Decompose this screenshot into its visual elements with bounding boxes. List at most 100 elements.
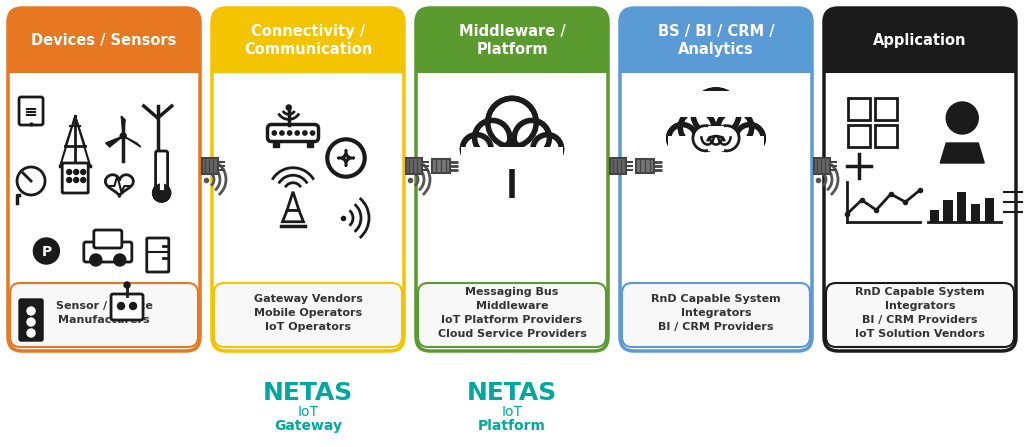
Circle shape xyxy=(118,303,125,309)
Bar xyxy=(416,59,608,73)
FancyBboxPatch shape xyxy=(848,125,869,147)
Polygon shape xyxy=(121,116,125,136)
Circle shape xyxy=(693,90,739,136)
Circle shape xyxy=(114,254,126,266)
Bar xyxy=(930,210,939,222)
Circle shape xyxy=(517,123,547,153)
Circle shape xyxy=(718,111,752,144)
Bar xyxy=(824,59,1016,73)
Circle shape xyxy=(280,131,284,135)
Bar xyxy=(668,136,764,157)
Bar xyxy=(202,158,218,174)
Circle shape xyxy=(465,137,488,161)
Circle shape xyxy=(130,303,136,309)
Bar xyxy=(463,138,561,162)
FancyBboxPatch shape xyxy=(19,97,43,125)
Circle shape xyxy=(17,167,45,195)
Circle shape xyxy=(286,105,291,110)
FancyBboxPatch shape xyxy=(62,163,88,193)
Circle shape xyxy=(74,169,79,174)
Polygon shape xyxy=(105,136,123,147)
Polygon shape xyxy=(123,136,140,147)
Text: Middleware /
Platform: Middleware / Platform xyxy=(459,24,565,57)
FancyBboxPatch shape xyxy=(622,283,810,347)
FancyBboxPatch shape xyxy=(620,8,812,73)
Bar xyxy=(8,59,200,73)
Circle shape xyxy=(272,131,276,135)
Bar xyxy=(957,192,967,222)
Text: IoT: IoT xyxy=(502,405,522,419)
Circle shape xyxy=(120,133,126,139)
Circle shape xyxy=(532,135,561,163)
Text: Application: Application xyxy=(873,33,967,48)
Circle shape xyxy=(514,120,550,156)
Circle shape xyxy=(153,184,171,202)
Text: Sensor / Device
Manufacturers: Sensor / Device Manufacturers xyxy=(55,301,153,325)
Text: Platform: Platform xyxy=(478,419,546,433)
Bar xyxy=(432,159,450,173)
FancyBboxPatch shape xyxy=(874,125,896,147)
Bar xyxy=(985,198,994,222)
Bar xyxy=(462,147,562,169)
Polygon shape xyxy=(283,211,303,222)
Circle shape xyxy=(81,177,86,182)
Text: Gateway: Gateway xyxy=(274,419,342,433)
FancyBboxPatch shape xyxy=(874,98,896,120)
FancyBboxPatch shape xyxy=(8,8,200,73)
Circle shape xyxy=(303,131,307,135)
FancyBboxPatch shape xyxy=(848,98,869,120)
Text: NETAS: NETAS xyxy=(263,381,353,405)
Circle shape xyxy=(693,126,718,151)
Bar xyxy=(610,158,626,174)
Text: IoT: IoT xyxy=(298,405,318,419)
Circle shape xyxy=(153,184,171,202)
FancyBboxPatch shape xyxy=(267,125,318,142)
Text: BS / BI / CRM /
Analytics: BS / BI / CRM / Analytics xyxy=(657,24,774,57)
Circle shape xyxy=(124,282,130,288)
Circle shape xyxy=(672,127,693,149)
Circle shape xyxy=(74,177,79,182)
FancyBboxPatch shape xyxy=(84,242,132,262)
Circle shape xyxy=(487,98,537,147)
Text: Gateway Vendors
Mobile Operators
IoT Operators: Gateway Vendors Mobile Operators IoT Ope… xyxy=(254,294,362,332)
FancyBboxPatch shape xyxy=(824,8,1016,351)
FancyBboxPatch shape xyxy=(212,8,404,73)
Circle shape xyxy=(946,102,978,134)
Bar xyxy=(212,59,404,73)
Bar xyxy=(307,142,312,147)
FancyBboxPatch shape xyxy=(94,230,122,248)
Text: RnD Capable System
Integrators
BI / CRM Providers
IoT Solution Vendors: RnD Capable System Integrators BI / CRM … xyxy=(855,287,985,339)
Circle shape xyxy=(680,111,714,144)
Bar xyxy=(814,158,830,174)
Circle shape xyxy=(288,131,292,135)
FancyBboxPatch shape xyxy=(416,8,608,73)
Circle shape xyxy=(90,254,101,266)
Text: Connectivity /
Communication: Connectivity / Communication xyxy=(244,24,372,57)
Circle shape xyxy=(714,126,739,151)
Bar xyxy=(971,204,980,222)
FancyBboxPatch shape xyxy=(212,8,404,351)
Circle shape xyxy=(474,120,510,156)
Text: Devices / Sensors: Devices / Sensors xyxy=(32,33,177,48)
Circle shape xyxy=(27,307,35,315)
Circle shape xyxy=(738,127,761,149)
Circle shape xyxy=(328,139,365,177)
FancyBboxPatch shape xyxy=(8,8,200,351)
FancyBboxPatch shape xyxy=(156,151,168,195)
Circle shape xyxy=(669,125,696,152)
Circle shape xyxy=(34,238,59,264)
Circle shape xyxy=(721,114,750,142)
FancyBboxPatch shape xyxy=(826,283,1014,347)
FancyBboxPatch shape xyxy=(19,299,43,341)
Circle shape xyxy=(683,114,712,142)
FancyBboxPatch shape xyxy=(146,238,169,272)
FancyBboxPatch shape xyxy=(10,283,198,347)
Bar xyxy=(406,158,422,174)
FancyBboxPatch shape xyxy=(111,294,143,320)
Text: Messaging Bus
Middleware
IoT Platform Providers
Cloud Service Providers: Messaging Bus Middleware IoT Platform Pr… xyxy=(437,287,587,339)
Circle shape xyxy=(310,131,314,135)
Polygon shape xyxy=(287,192,299,211)
Bar xyxy=(943,200,952,222)
Polygon shape xyxy=(940,143,984,163)
FancyBboxPatch shape xyxy=(620,8,812,351)
